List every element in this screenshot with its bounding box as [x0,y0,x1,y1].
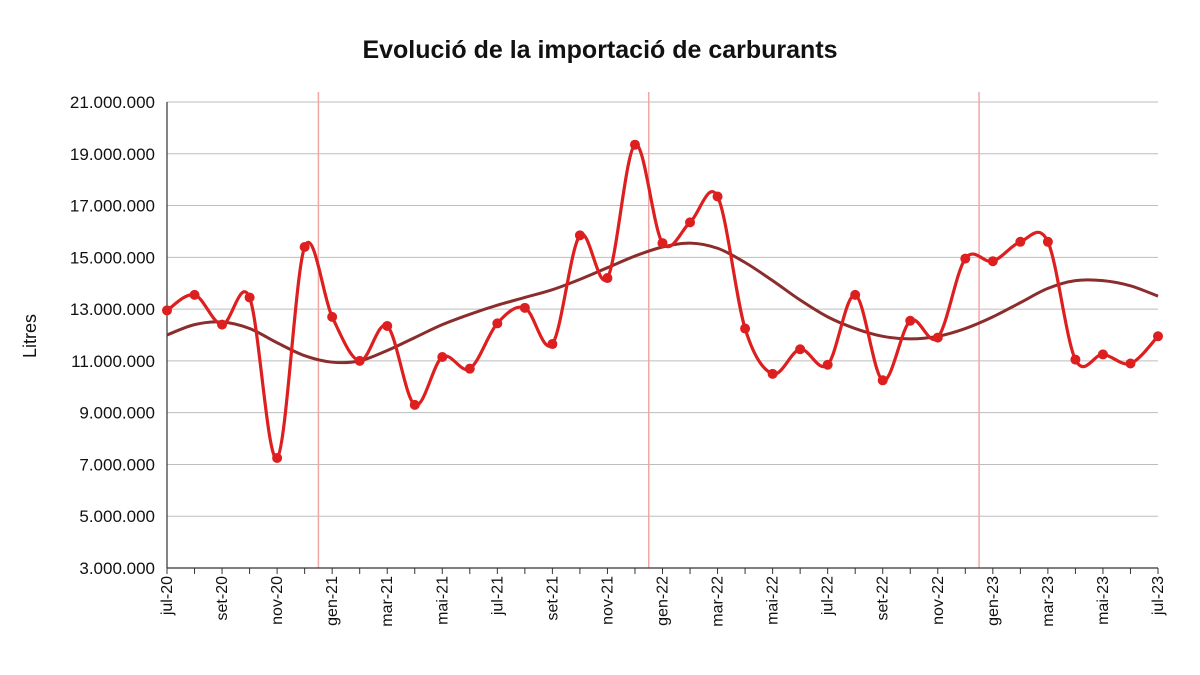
x-tick-label: mai-23 [1095,576,1112,625]
x-tick-label: nov-20 [269,576,286,625]
data-point [932,332,943,343]
data-point [657,238,668,249]
x-tick-label: mai-21 [434,576,451,625]
data-point [547,339,558,350]
data-point [1015,236,1026,247]
data-point [960,253,971,264]
y-tick-label: 11.000.000 [71,352,155,371]
data-point [409,399,420,410]
data-point [850,289,861,300]
data-point [327,311,338,322]
data-point [189,289,200,300]
x-tick-label: jul-22 [820,576,837,616]
data-point [1153,331,1163,342]
x-tick-label: mar-23 [1040,576,1057,627]
y-tick-label: 15.000.000 [70,248,155,267]
x-tick-label: set-21 [544,576,561,621]
data-point [602,273,613,284]
data-point [877,375,888,386]
data-point [795,344,806,355]
y-axis-label: Litres [20,314,40,358]
data-point [1070,354,1081,365]
data-point [712,191,723,202]
data-point [574,230,585,241]
data-point [299,241,310,252]
data-point [492,318,503,329]
data-point [740,323,751,334]
x-tick-label: gen-22 [655,576,672,626]
y-tick-label: 13.000.000 [70,300,155,319]
x-tick-label: nov-21 [599,576,616,625]
x-tick-label: set-22 [875,576,892,621]
data-point [629,139,640,150]
data-point [1097,349,1108,360]
x-tick-label: set-20 [214,576,231,621]
x-tick-label: jul-20 [159,576,176,616]
data-point [1042,236,1053,247]
y-tick-label: 21.000.000 [70,93,155,112]
y-tick-label: 5.000.000 [79,507,155,526]
chart-title: Evolució de la importació de carburants [362,36,838,64]
data-point [1125,358,1136,369]
y-tick-label: 9.000.000 [79,404,155,423]
data-point [162,305,172,316]
data-point [464,363,475,374]
data-point [685,217,696,228]
data-point [905,315,916,326]
series-line-main [166,143,1160,460]
data-point [354,355,365,366]
x-tick-label: gen-21 [324,576,341,626]
y-tick-label: 19.000.000 [70,145,155,164]
data-point [767,368,778,379]
x-tick-label: jul-23 [1150,576,1167,616]
x-tick-label: mar-22 [710,576,727,627]
x-tick-label: jul-21 [489,576,506,616]
data-point [272,452,283,463]
data-point [822,359,833,370]
x-tick-label: nov-22 [930,576,947,625]
data-point [987,256,998,267]
x-tick-label: mai-22 [765,576,782,625]
data-point [519,302,530,313]
y-tick-label: 7.000.000 [79,455,155,474]
data-point [382,320,393,331]
y-tick-label: 17.000.000 [70,197,155,216]
y-tick-label: 3.000.000 [79,559,155,578]
x-tick-label: mar-21 [379,576,396,627]
data-point [217,319,228,330]
data-point [437,352,448,363]
x-tick-label: gen-23 [985,576,1002,626]
data-point [244,292,255,303]
